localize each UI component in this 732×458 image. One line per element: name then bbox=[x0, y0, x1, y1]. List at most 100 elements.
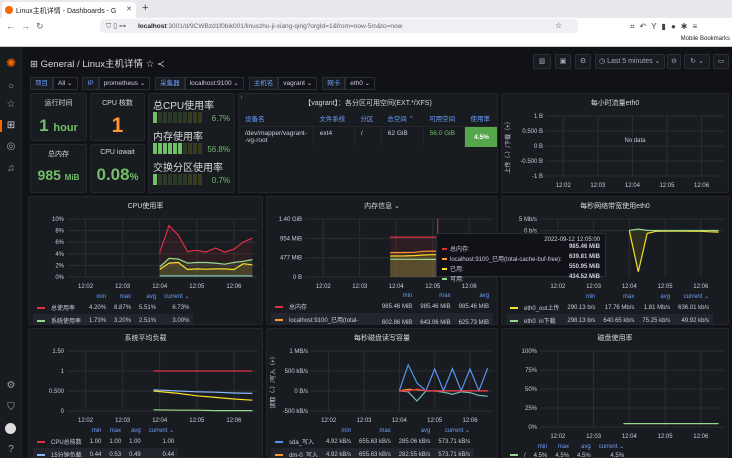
legend-row[interactable]: / 4.5% 4.5% 4.5% 4.5% bbox=[506, 451, 628, 457]
avatar[interactable] bbox=[5, 423, 16, 434]
legend-row[interactable]: 总内存 985.46 MiB 985.46 MiB 985.46 MiB bbox=[271, 300, 493, 313]
series-line[interactable] bbox=[159, 261, 253, 271]
bookmark-star-icon[interactable]: ☆ bbox=[555, 21, 563, 30]
panel-title[interactable]: 每小时流量eth0 bbox=[590, 100, 640, 107]
zoom-out-icon[interactable]: ⊖ bbox=[667, 54, 681, 69]
legend-column-header[interactable]: min bbox=[91, 427, 102, 434]
legend-column-header[interactable]: avg bbox=[660, 293, 671, 300]
tv-mode-icon[interactable]: ▭ bbox=[713, 54, 729, 69]
column-header[interactable]: 设备名 bbox=[245, 116, 265, 123]
legend-column-header[interactable]: avg bbox=[146, 293, 157, 300]
column-header[interactable]: 使用率 bbox=[470, 116, 490, 123]
legend-column-header[interactable]: min bbox=[96, 293, 107, 300]
shield-icon[interactable]: ⛉ bbox=[7, 402, 15, 413]
add-panel-button[interactable]: ▥ bbox=[533, 54, 551, 69]
legend-column-header[interactable]: max bbox=[379, 427, 391, 434]
panel-title[interactable]: 系统平均负载 bbox=[124, 335, 167, 342]
legend-row[interactable]: 总使用率 4.20% 8.87% 5.51% 6.73% bbox=[33, 301, 193, 314]
time-range-picker[interactable]: ◷ Last 5 minutes ⌄ bbox=[595, 54, 665, 69]
variable-select[interactable]: vagrant ⌄ bbox=[278, 77, 318, 90]
save-dashboard-icon[interactable]: ▣ bbox=[555, 54, 571, 69]
variable-select[interactable]: localhost:9100 ⌄ bbox=[184, 77, 244, 90]
disk-space-table-panel[interactable]: i 【vagrant】：各分区可用空间(EXT.*/XFS) 设备名 文件系统 分区… bbox=[238, 93, 498, 193]
column-header[interactable]: 文件系统 bbox=[319, 116, 346, 123]
browser-tab[interactable]: Linux主机详情 - Dashboards - G ✕ bbox=[2, 2, 136, 18]
reload-icon[interactable]: ↻ bbox=[36, 21, 50, 31]
column-header[interactable]: 总空间 ⌃ bbox=[387, 116, 415, 123]
series-line[interactable] bbox=[159, 257, 253, 268]
legend-column-header[interactable]: avg bbox=[420, 427, 431, 434]
alerting-icon[interactable]: ♫ bbox=[7, 163, 15, 174]
variable-select[interactable]: All ⌄ bbox=[53, 77, 78, 90]
series-line[interactable] bbox=[153, 409, 253, 412]
panel-disk-io[interactable]: 每秒磁盘读写容量 读取（-）/写入（+） 1 MB/s 500 kB/s 0 B/s -5… bbox=[266, 328, 498, 458]
legend-column-header[interactable]: max bbox=[109, 427, 122, 434]
extension-icons[interactable]: ⌗↶Y▮●✱≡ bbox=[630, 22, 703, 31]
series-line[interactable] bbox=[399, 390, 488, 402]
dashboards-icon[interactable]: ⊞ bbox=[6, 120, 16, 131]
legend-row[interactable]: 15分钟负载 0.44 0.53 0.49 0.44 bbox=[33, 448, 179, 457]
legend-column-header[interactable]: avg bbox=[581, 443, 591, 450]
legend-column-header[interactable]: max bbox=[623, 293, 635, 300]
legend-column-header[interactable]: min bbox=[537, 443, 548, 450]
panel-title[interactable]: 每秒网络带宽使用eth0 bbox=[580, 203, 650, 210]
close-tab-icon[interactable]: ✕ bbox=[126, 6, 132, 13]
panel-disk-usage[interactable]: 磁盘使用率 100% 75% 50% 25% 0% 12:02 12:03 12:04 12:05… bbox=[501, 328, 729, 458]
shield-icon[interactable]: ⛉ ▯ ⊶ bbox=[106, 23, 126, 30]
legend-column-header[interactable]: max bbox=[439, 293, 451, 299]
stat-panel-cpu-iowait[interactable]: CPU iowait 0.08% bbox=[90, 144, 145, 193]
stat-panel-total-memory[interactable]: 总内存 985 MiB bbox=[30, 144, 87, 193]
panel-title[interactable]: 磁盘使用率 bbox=[597, 335, 633, 342]
legend-row[interactable]: 系统使用率 1.73% 3.20% 2.51% 3.00% bbox=[33, 314, 194, 324]
legend-column-header[interactable]: current ⌄ bbox=[164, 294, 190, 300]
mobile-bookmarks[interactable]: Mobile Bookmarks bbox=[680, 36, 730, 42]
series-line[interactable] bbox=[159, 224, 253, 253]
legend-column-header[interactable]: avg bbox=[479, 293, 489, 299]
legend-column-header[interactable]: max bbox=[557, 443, 570, 450]
legend-row[interactable]: sda_写入 4.92 kB/s 655.63 kB/s 285.06 kB/s 573… bbox=[271, 435, 474, 448]
legend-row[interactable]: CPU总核数 1.00 1.00 1.00 1.00 bbox=[33, 435, 178, 448]
panel-hourly-traffic[interactable]: 每小时流量eth0 上传（-）/下载（+） 1 B 0.500 B 0 B -0.500 … bbox=[501, 93, 729, 193]
help-icon[interactable]: ? bbox=[8, 444, 14, 455]
bar-gauge-panel[interactable]: 总CPU使用率 6.7% 内存使用率 56.8% 交换分区使用率 0.7% bbox=[148, 93, 235, 193]
legend-column-header[interactable]: current ⌄ bbox=[598, 444, 625, 450]
series-line[interactable] bbox=[153, 389, 253, 394]
legend-row[interactable]: eth0_out上传 290.13 b/s 17.76 Mb/s 1.81 Mb/s 6… bbox=[506, 301, 713, 314]
panel-system-load[interactable]: 系统平均负载 1.50 1 0.500 0 12:02 12:03 12:04 12:05 12:… bbox=[28, 328, 263, 458]
legend-column-header[interactable]: min bbox=[341, 427, 352, 434]
grafana-logo-icon[interactable]: ✺ bbox=[5, 56, 17, 70]
stat-panel-uptime[interactable]: 运行时间 1 hour bbox=[30, 93, 87, 141]
panel-cpu-usage[interactable]: CPU使用率 10% 8% 6% 4% 2% 0% 12:02 12:03 12:04 12:05 1… bbox=[28, 196, 263, 325]
back-icon[interactable]: ← bbox=[6, 21, 21, 31]
panel-title[interactable]: 每秒磁盘读写容量 bbox=[354, 335, 410, 342]
address-bar[interactable]: localhost:3001/d/9CWBzd1f0bik001/linuxzh… bbox=[100, 19, 578, 33]
share-icon[interactable]: ≺ bbox=[156, 59, 165, 70]
legend-column-header[interactable]: avg bbox=[131, 427, 141, 434]
series-line[interactable] bbox=[629, 228, 719, 232]
legend-column-header[interactable]: current ⌄ bbox=[444, 428, 471, 434]
legend-row[interactable]: eth0_in下载 298.13 b/s 640.65 kb/s 75.25 kb/s… bbox=[506, 314, 714, 324]
settings-icon[interactable]: ⚙ bbox=[575, 54, 591, 69]
legend-row[interactable]: dm-0_写入 4.92 kB/s 655.63 kB/s 282.55 kB/s 57… bbox=[271, 448, 475, 457]
settings-icon[interactable]: ⚙ bbox=[6, 380, 16, 391]
panel-title[interactable]: 内存信息 ⌄ bbox=[364, 203, 400, 210]
series-line[interactable] bbox=[398, 363, 489, 393]
panel-title[interactable]: CPU使用率 bbox=[127, 203, 164, 210]
info-icon[interactable]: i bbox=[241, 95, 243, 101]
legend-column-header[interactable]: current ⌄ bbox=[683, 294, 710, 300]
variable-select[interactable]: prometheus ⌄ bbox=[98, 77, 151, 90]
starred-icon[interactable]: ☆ bbox=[6, 99, 16, 110]
folder-link[interactable]: General bbox=[40, 59, 75, 70]
legend-column-header[interactable]: min bbox=[585, 293, 596, 300]
stat-panel-cpu-cores[interactable]: CPU 核数 1 bbox=[90, 93, 145, 141]
legend-column-header[interactable]: min bbox=[402, 293, 413, 299]
legend-column-header[interactable]: max bbox=[119, 293, 132, 300]
explore-icon[interactable]: ◎ bbox=[6, 141, 16, 152]
new-tab-button[interactable]: + bbox=[142, 2, 149, 14]
column-header[interactable]: 可用空间 bbox=[429, 116, 456, 123]
series-line[interactable] bbox=[628, 230, 719, 272]
series-line[interactable] bbox=[399, 388, 488, 392]
star-icon[interactable]: ☆ bbox=[145, 59, 155, 70]
legend-column-header[interactable]: current ⌄ bbox=[148, 428, 175, 434]
legend-row[interactable]: localhost:9100_已用(total-cache-buf-free) 6… bbox=[271, 313, 493, 324]
